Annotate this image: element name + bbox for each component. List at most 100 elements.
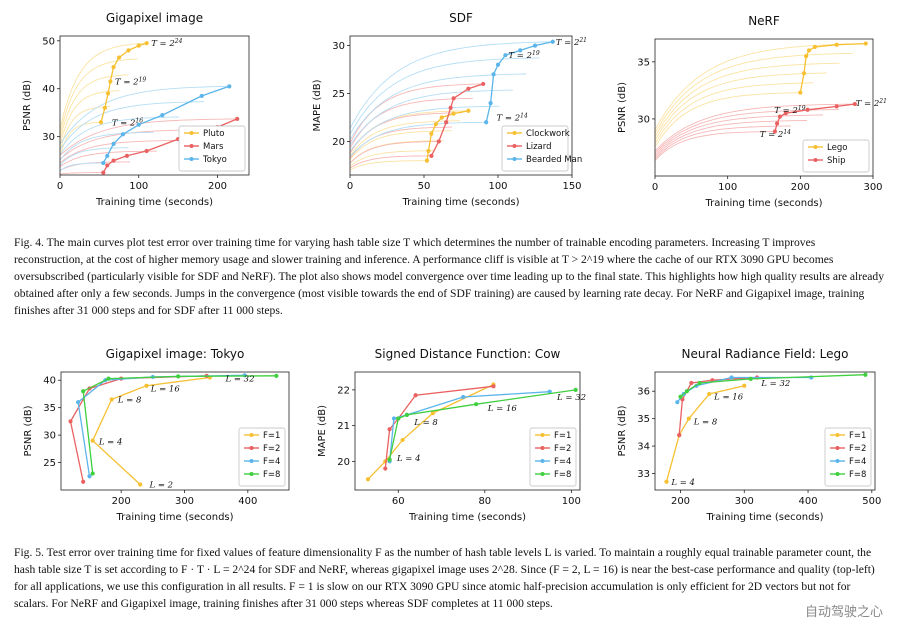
legend-marker-f-2: [249, 446, 254, 450]
data-point-f-2: [491, 384, 496, 389]
y-axis-label: MAPE (dB): [317, 405, 328, 457]
curve-annotation: L = 8: [693, 417, 718, 427]
y-tick-label: 35: [43, 403, 56, 414]
plot-frame: [354, 371, 581, 491]
data-point-f-2: [81, 479, 86, 484]
x-tick-label: 200: [791, 182, 810, 193]
data-point-pluto: [98, 120, 104, 125]
guide-curve-tokyo: [59, 101, 205, 150]
data-point-tokyo: [105, 153, 110, 158]
data-point-mars: [105, 163, 110, 168]
chart-sdf: SDF 0 50 100 150 20 25 30 Training time (seconds…: [312, 11, 587, 208]
y-tick-label: 30: [637, 114, 650, 125]
guide-curve-pluto: [59, 74, 129, 141]
x-tick-label: 150: [562, 181, 581, 192]
data-point-bearded-man: [518, 48, 523, 53]
guide-curve-pluto: [59, 42, 147, 130]
data-point-pluto: [105, 91, 111, 96]
data-point-lizard: [451, 96, 456, 101]
chart-title: SDF: [449, 11, 473, 25]
guide-curve-lizard: [349, 155, 432, 169]
x-tick-label: 200: [208, 181, 227, 192]
plot-frame: [60, 371, 290, 491]
data-point-bearded-man: [550, 39, 555, 44]
legend-label-lego: Lego: [827, 143, 847, 153]
watermark: 自动驾驶之心: [800, 600, 887, 621]
guide-curve-bearded-man: [349, 105, 500, 152]
data-point-f-4: [461, 394, 466, 400]
chart-gigapixel-image: Gigapixel image 0 100 200 30 40 50 Training tim…: [22, 11, 250, 208]
curve-annotation: L = 8: [117, 395, 142, 405]
data-point-f-8: [573, 387, 578, 392]
guide-curve-clockwork: [349, 120, 461, 157]
curve-annotation: L = 16: [713, 393, 744, 403]
x-tick-label: 500: [862, 496, 881, 507]
data-point-f-4: [391, 416, 397, 421]
x-axis-label: Training time (seconds): [115, 512, 233, 523]
guide-curve-bearded-man: [349, 89, 513, 146]
y-tick-label: 30: [42, 132, 55, 143]
y-axis-label: PSNR (dB): [23, 405, 34, 456]
data-point-bearded-man: [488, 101, 493, 106]
curve-annotation: L = 4: [98, 438, 123, 448]
chart-nerf: NeRF 0 100 200 300 30 35 Training time (seconds…: [617, 14, 887, 209]
x-tick-label: 100: [562, 496, 581, 507]
guide-curve-clockwork: [349, 110, 469, 153]
data-point-tokyo: [227, 84, 232, 89]
legend: Lego Ship: [802, 139, 870, 173]
guide-curve-lego: [654, 62, 840, 137]
guide-curve-clockwork: [349, 150, 436, 167]
legend-box: [529, 427, 577, 487]
guide-curve-clockwork: [349, 160, 427, 171]
data-point-clockwork: [424, 158, 430, 163]
data-point-ship: [805, 107, 810, 112]
data-point-ship: [774, 121, 780, 126]
data-point-lizard: [448, 105, 453, 110]
data-point-f-4: [76, 400, 81, 405]
guide-curve-lego: [654, 52, 853, 134]
guide-curve-lego: [654, 82, 814, 144]
legend-marker-mars: [189, 144, 194, 148]
data-point-f-1: [707, 391, 712, 397]
data-point-bearded-man: [503, 53, 508, 58]
y-tick-label: 30: [332, 41, 345, 52]
curve-annotation: L = 32: [556, 393, 586, 403]
legend-marker-lego: [813, 145, 818, 149]
legend-marker-pluto: [189, 131, 194, 135]
curve-annotation: L = 16: [150, 384, 181, 394]
data-point-f-8: [474, 402, 479, 407]
figure-5-caption: Fig. 5. Test error over training time fo…: [14, 546, 875, 610]
guide-curve-mars: [59, 139, 184, 164]
data-point-f-8: [396, 416, 401, 421]
legend-label-f-8: F=8: [263, 470, 280, 480]
series-line-f-4: [676, 376, 812, 403]
data-point-tokyo: [199, 93, 204, 99]
data-point-f-1: [138, 482, 143, 487]
chart-neural-radiance-field-lego: Neural Radiance Field: Lego 200 300 400 500 3…: [617, 347, 881, 523]
legend-marker-f-4: [249, 459, 254, 463]
legend-label-ship: Ship: [827, 156, 846, 166]
data-point-clockwork: [429, 131, 434, 136]
data-point-f-8: [106, 376, 111, 381]
plot-frame: [654, 38, 874, 177]
series-line-f-1: [367, 383, 494, 480]
x-tick-label: 0: [57, 181, 63, 192]
data-point-tokyo: [111, 141, 116, 146]
guide-curve-tokyo: [59, 116, 179, 155]
legend-label-f-4: F=4: [263, 457, 280, 467]
legend-label-pluto: Pluto: [203, 129, 224, 139]
guide-curve-mars: [59, 172, 104, 175]
legend-marker-clockwork: [512, 131, 517, 135]
data-point-bearded-man: [484, 120, 489, 125]
legend-marker-f-2: [835, 446, 840, 450]
data-point-pluto: [111, 65, 116, 70]
guide-curve-pluto: [59, 58, 138, 135]
legend-marker-f-8: [835, 472, 840, 476]
y-tick-label: 30: [43, 431, 56, 442]
chart-title: Gigapixel image: Tokyo: [106, 347, 245, 361]
y-tick-label: 40: [42, 84, 55, 95]
legend: F=1 F=2 F=4 F=8: [238, 427, 286, 487]
data-point-lizard: [429, 153, 434, 158]
x-axis-label: Training time (seconds): [705, 512, 823, 523]
x-tick-label: 50: [418, 181, 431, 192]
